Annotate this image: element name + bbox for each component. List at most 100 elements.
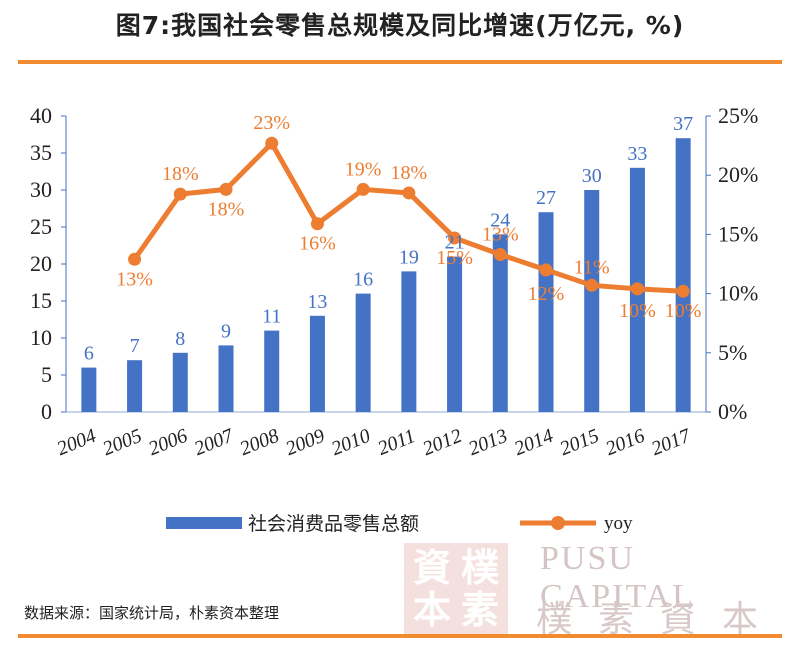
right-tick-label: 25% [718, 103, 758, 128]
bar-value-label: 19 [399, 246, 419, 268]
left-tick-label: 25 [30, 214, 52, 239]
yoy-value-label: 10% [619, 300, 656, 322]
yoy-value-label: 18% [162, 163, 199, 185]
bar-value-label: 24 [490, 209, 510, 231]
bar-value-label: 21 [445, 232, 465, 254]
bar [81, 367, 97, 412]
yoy-value-label: 18% [208, 198, 245, 220]
yoy-value-label: 19% [345, 158, 382, 180]
chart-title: 图7:我国社会零售总规模及同比增速(万亿元, %) [115, 11, 685, 40]
left-tick-label: 15 [30, 288, 52, 313]
chart-svg: 0 5 10 15 20 25 30 35 40 0% 5% 10% 15% 20% 25% 2004 2005… [30, 103, 758, 535]
yoy-point [493, 248, 507, 262]
bar-value-label: 16 [353, 269, 373, 291]
yoy-point [585, 278, 599, 292]
brand-seal-logo: 資 樸 本 素 [404, 543, 508, 634]
bar-value-label: 8 [175, 328, 185, 350]
brand-name-cn: 樸素資本 [536, 599, 785, 640]
left-tick-label: 10 [30, 325, 52, 350]
legend-line-marker [551, 516, 565, 530]
right-tick-label: 20% [718, 162, 758, 187]
bar [264, 330, 280, 412]
bar [127, 360, 143, 412]
source-note: 数据来源：国家统计局，朴素资本整理 [24, 604, 280, 622]
bar [538, 212, 554, 412]
bar-value-label: 37 [673, 113, 693, 135]
line-group [128, 136, 690, 298]
right-tick-label: 5% [718, 340, 747, 365]
legend-bar-swatch [166, 517, 242, 529]
seal-char: 資 [412, 546, 451, 590]
bar [355, 293, 371, 412]
top-rule [18, 60, 782, 64]
yoy-point [219, 182, 233, 196]
x-tick-label: 2017 [648, 424, 694, 460]
bar [675, 138, 691, 412]
bottom-rule [18, 634, 782, 638]
x-tick-label: 2011 [375, 425, 419, 460]
yoy-point [310, 217, 324, 231]
bar-value-label: 13 [307, 291, 327, 313]
x-tick-label: 2012 [420, 425, 465, 460]
left-tick-label: 0 [41, 399, 52, 424]
yoy-value-label: 16% [299, 233, 336, 255]
bar [218, 345, 234, 412]
bar-value-label: 11 [262, 306, 281, 328]
yoy-value-label: 23% [253, 112, 290, 134]
bar [584, 190, 600, 412]
yoy-value-label: 13% [482, 224, 519, 246]
bar-value-label: 30 [582, 165, 602, 187]
left-tick-label: 35 [30, 140, 52, 165]
yoy-point [539, 263, 553, 277]
yoy-point [630, 282, 644, 296]
left-tick-label: 5 [41, 362, 52, 387]
labels-group: 6 7 8 9 11 13 16 19 21 24 27 30 33 37 13% 18% 18% 23% 16% 1… [84, 112, 702, 364]
yoy-point [128, 252, 142, 266]
yoy-point [173, 187, 187, 201]
bar [172, 352, 188, 412]
bar-value-label: 27 [536, 187, 556, 209]
x-tick-label: 2015 [557, 425, 602, 460]
yoy-point [676, 284, 690, 298]
yoy-value-label: 15% [436, 247, 473, 269]
yoy-value-label: 11% [574, 256, 610, 278]
x-tick-label: 2006 [145, 425, 190, 460]
bar [401, 271, 417, 412]
yoy-point [265, 136, 279, 150]
bar-value-label: 6 [84, 343, 94, 365]
x-tick-label: 2010 [328, 425, 373, 460]
brand-name-en: PUSU CAPITAL [540, 540, 695, 615]
right-tick-label: 15% [718, 221, 758, 246]
yoy-value-label: 12% [528, 283, 565, 305]
bar [447, 256, 463, 412]
x-tick-label: 2005 [100, 425, 145, 460]
x-tick-label: 2014 [511, 425, 556, 460]
legend-group: 社会消费品零售总额 yoy [166, 513, 633, 535]
right-tick-label: 10% [718, 281, 758, 306]
left-tick-label: 20 [30, 251, 52, 276]
yoy-value-label: 18% [391, 162, 428, 184]
bar-value-label: 9 [221, 320, 231, 342]
x-tick-label: 2009 [283, 425, 328, 460]
seal-char: 本 [412, 588, 451, 632]
yoy-point [402, 186, 416, 200]
bar-value-label: 7 [130, 335, 140, 357]
x-tick-label: 2007 [191, 424, 237, 460]
x-tick-label: 2016 [603, 425, 648, 460]
yoy-value-label: 10% [665, 300, 702, 322]
bar-value-label: 33 [627, 143, 647, 165]
left-tick-label: 40 [30, 103, 52, 128]
x-tick-label: 2013 [465, 425, 510, 460]
right-tick-label: 0% [718, 399, 747, 424]
legend-bar-label: 社会消费品零售总额 [248, 513, 419, 535]
seal-char: 樸 [460, 546, 499, 590]
legend-line-label: yoy [604, 513, 633, 534]
yoy-point [448, 231, 462, 245]
bar [309, 315, 325, 412]
x-tick-label: 2004 [54, 425, 99, 460]
axes-group: 0 5 10 15 20 25 30 35 40 0% 5% 10% 15% 20% 25% 2004 2005… [30, 103, 758, 460]
seal-char: 素 [460, 588, 499, 632]
bars-group [81, 138, 691, 412]
left-tick-label: 30 [30, 177, 52, 202]
bar [492, 234, 508, 412]
